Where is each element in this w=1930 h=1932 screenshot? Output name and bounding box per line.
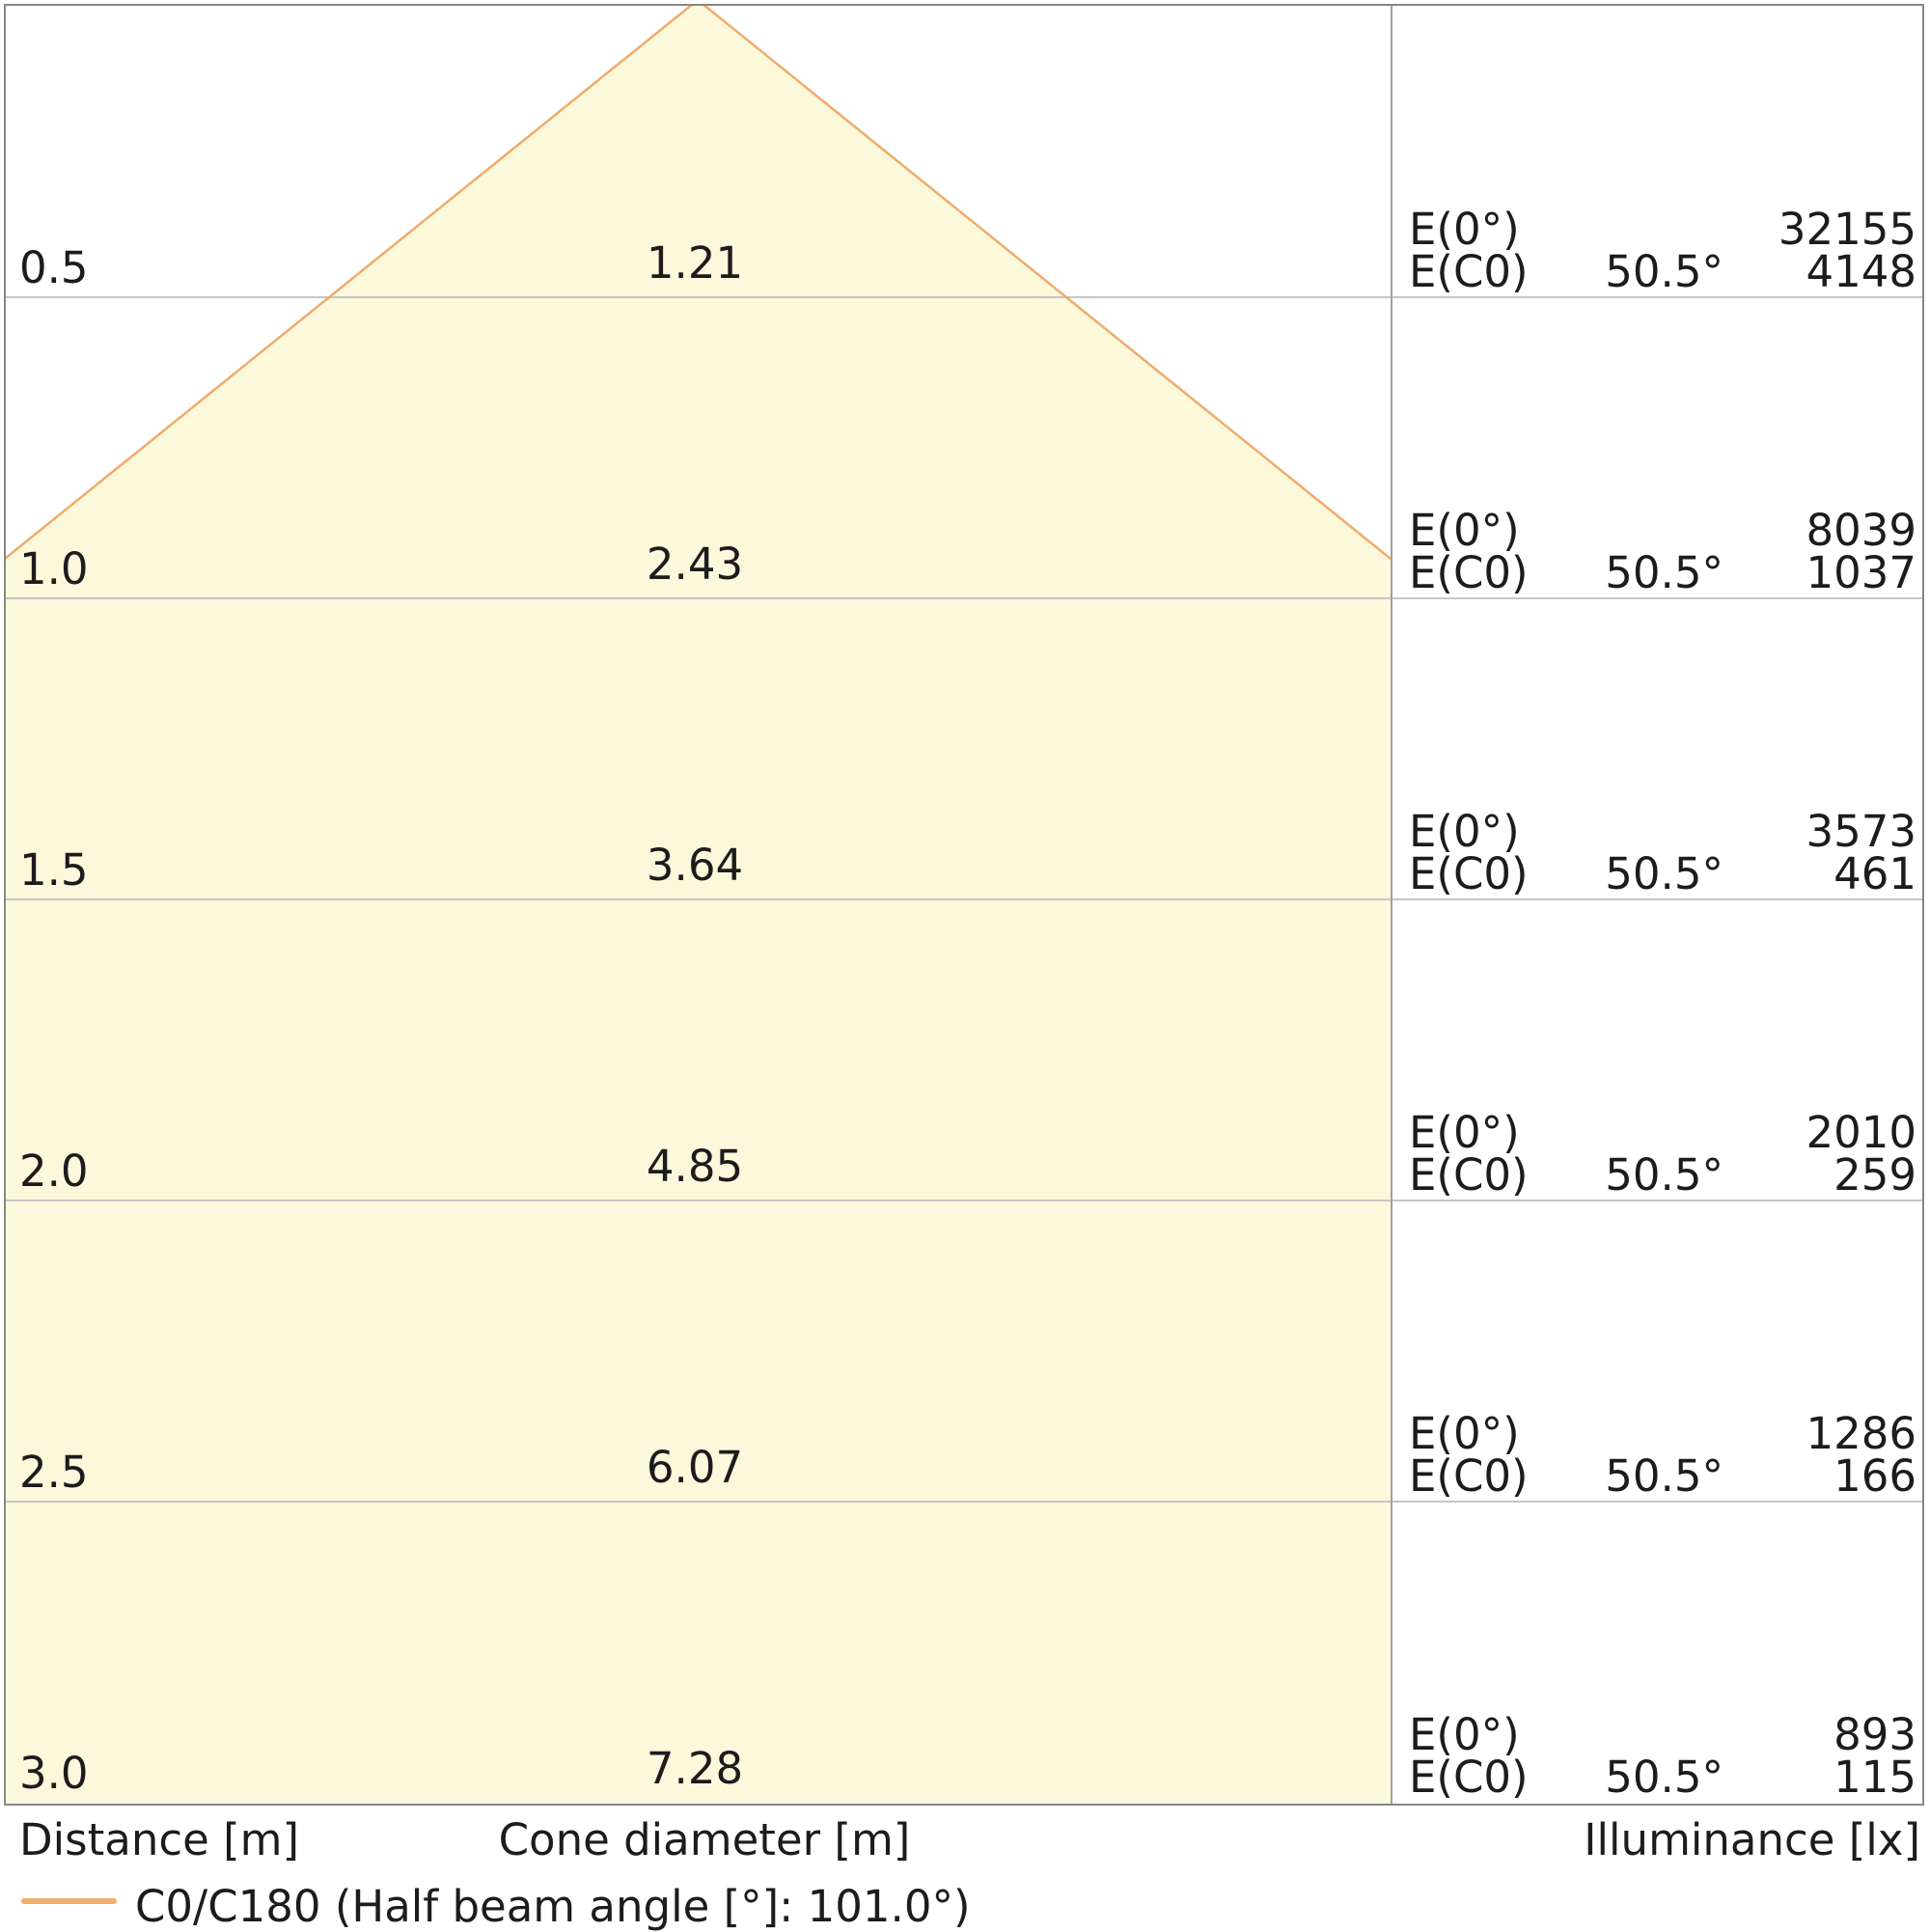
ec0-value: 4148 [1806, 246, 1916, 297]
e0-label: E(0°) [1409, 806, 1520, 857]
illuminance-e0-row: E(0°) 8039 [1401, 509, 1916, 553]
illuminance-ec0-row: E(C0) 50.5° 461 [1401, 852, 1916, 897]
ec0-angle: 50.5° [1605, 246, 1723, 297]
axis-caption-cone-diameter: Cone diameter [m] [498, 1814, 911, 1865]
axis-caption-distance: Distance [m] [19, 1814, 300, 1865]
chart-frame [4, 4, 1924, 1806]
ec0-label: E(C0) [1409, 1149, 1529, 1201]
e0-value: 2010 [1806, 1107, 1916, 1158]
e0-value: 1286 [1806, 1408, 1916, 1459]
gridlines [6, 296, 1922, 1503]
distance-label: 0.5 [19, 242, 89, 293]
illuminance-e0-row: E(0°) 2010 [1401, 1111, 1916, 1155]
ec0-label: E(C0) [1409, 1752, 1529, 1803]
distance-label: 1.5 [19, 844, 89, 896]
distance-label: 3.0 [19, 1748, 89, 1799]
distance-label: 2.0 [19, 1145, 89, 1197]
cone-diameter-value: 6.07 [646, 1442, 744, 1493]
ec0-angle: 50.5° [1605, 1450, 1723, 1502]
illuminance-e0-row: E(0°) 1286 [1401, 1412, 1916, 1456]
ec0-label: E(C0) [1409, 246, 1529, 297]
e0-value: 3573 [1806, 806, 1916, 857]
e0-label: E(0°) [1409, 505, 1520, 556]
illuminance-ec0-row: E(C0) 50.5° 166 [1401, 1454, 1916, 1499]
light-cone-fill [6, 6, 1392, 1804]
cone-diameter-value: 3.64 [646, 840, 744, 891]
ec0-label: E(C0) [1409, 848, 1529, 899]
illuminance-ec0-row: E(C0) 50.5° 4148 [1401, 250, 1916, 294]
ec0-angle: 50.5° [1605, 1149, 1723, 1201]
ec0-value: 1037 [1806, 547, 1916, 598]
distance-label: 1.0 [19, 543, 89, 594]
e0-value: 8039 [1806, 505, 1916, 556]
ec0-label: E(C0) [1409, 1450, 1529, 1502]
cone-diameter-value: 1.21 [646, 237, 744, 289]
cone-diameter-value: 7.28 [646, 1743, 744, 1794]
ec0-angle: 50.5° [1605, 1752, 1723, 1803]
ec0-label: E(C0) [1409, 547, 1529, 598]
legend-line-swatch [21, 1898, 117, 1904]
e0-value: 32155 [1778, 204, 1916, 255]
e0-label: E(0°) [1409, 204, 1520, 255]
ec0-angle: 50.5° [1605, 848, 1723, 899]
ec0-value: 115 [1834, 1752, 1916, 1803]
ec0-value: 461 [1834, 848, 1916, 899]
illuminance-ec0-row: E(C0) 50.5° 115 [1401, 1755, 1916, 1800]
ec0-angle: 50.5° [1605, 547, 1723, 598]
illuminance-e0-row: E(0°) 893 [1401, 1713, 1916, 1757]
ec0-value: 166 [1834, 1450, 1916, 1502]
e0-label: E(0°) [1409, 1107, 1520, 1158]
illuminance-ec0-row: E(C0) 50.5° 1037 [1401, 551, 1916, 595]
e0-label: E(0°) [1409, 1408, 1520, 1459]
cone-diameter-value: 4.85 [646, 1141, 744, 1192]
axis-caption-illuminance: Illuminance [lx] [1584, 1814, 1920, 1865]
illuminance-e0-row: E(0°) 32155 [1401, 207, 1916, 252]
legend-label: C0/C180 (Half beam angle [°]: 101.0°) [135, 1881, 971, 1932]
e0-label: E(0°) [1409, 1709, 1520, 1760]
illuminance-ec0-row: E(C0) 50.5° 259 [1401, 1153, 1916, 1198]
e0-value: 893 [1834, 1709, 1916, 1760]
cone-chart-svg [6, 6, 1922, 1804]
distance-label: 2.5 [19, 1447, 89, 1498]
illuminance-e0-row: E(0°) 3573 [1401, 810, 1916, 854]
ec0-value: 259 [1834, 1149, 1916, 1201]
cone-diameter-value: 2.43 [646, 538, 744, 590]
